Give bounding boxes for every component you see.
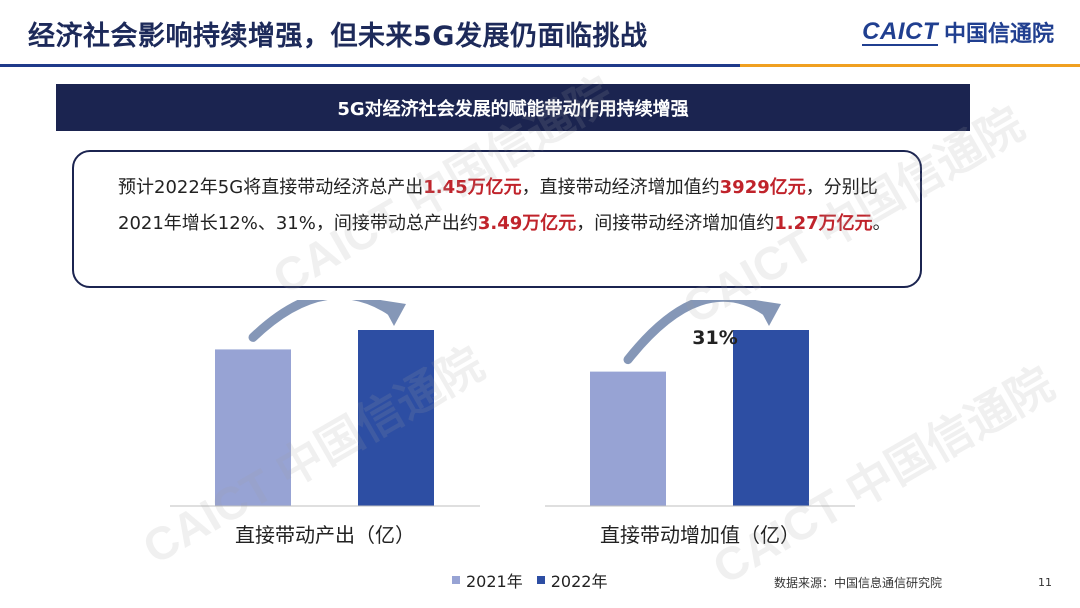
growth-arrow (248, 300, 397, 342)
logo-cn: 中国信通院 (943, 22, 1054, 47)
growth-arrow (623, 300, 772, 365)
growth-label: 31% (692, 327, 737, 349)
summary-value-2: 3929亿元 (719, 177, 806, 198)
bar-2021年 (590, 371, 666, 506)
x-axis-label: 直接带动增加值（亿） (600, 523, 800, 547)
page-title: 经济社会影响持续增强，但未来5G发展仍面临挑战 (28, 21, 648, 52)
growth-arrow-head (380, 300, 406, 326)
summary-box: 预计2022年5G将直接带动经济总产出1.45万亿元，直接带动经济增加值约392… (72, 150, 922, 288)
legend-item-2022: 2022年 (536, 568, 608, 592)
chart-direct-value-added: 31% 直接带动增加值（亿） (545, 300, 855, 562)
bar-2021年 (215, 349, 291, 506)
chart-legend: 2021年 2022年 (452, 568, 621, 592)
caict-logo: CAICT 中国信通院 (862, 16, 1054, 48)
summary-value-1: 1.45万亿元 (423, 177, 522, 198)
chart-direct-value-added-svg: 31% 直接带动增加值（亿） (545, 300, 855, 547)
summary-text-5: 。 (872, 213, 891, 234)
summary-text-2: ，直接带动经济增加值约 (521, 177, 720, 198)
section-banner: 5G对经济社会发展的赋能带动作用持续增强 (56, 84, 970, 131)
banner-text: 5G对经济社会发展的赋能带动作用持续增强 (337, 98, 689, 120)
header-rule (0, 64, 1080, 67)
chart-direct-output-svg: 12%直接带动产出（亿） (170, 300, 480, 547)
page-number: 11 (1038, 576, 1052, 589)
chart-direct-output: 12%直接带动产出（亿） (170, 300, 480, 562)
summary-text-4: ，间接带动经济增加值约 (576, 213, 775, 234)
summary-text-1: 预计2022年5G将直接带动经济总产出 (118, 177, 424, 198)
bar-2022年 (358, 330, 434, 506)
legend-label-2022: 2022年 (550, 572, 608, 591)
legend-label-2021: 2021年 (466, 572, 523, 591)
logo-en: CAICT (862, 18, 938, 46)
summary-value-3: 3.49万亿元 (477, 213, 577, 234)
legend-swatch-2022 (536, 576, 545, 584)
data-source: 数据来源：中国信息通信研究院 (774, 576, 943, 590)
summary-text-3: ，分别比2021年增长12%、31%，间接带动总产出约 (118, 177, 878, 234)
legend-item-2021: 2021年 (452, 568, 523, 592)
x-axis-label: 直接带动产出（亿） (235, 523, 415, 547)
header-rule-accent (740, 64, 1080, 67)
bar-2022年 (733, 330, 809, 506)
legend-swatch-2021 (452, 576, 460, 584)
summary-value-4: 1.27万亿元 (774, 213, 873, 234)
growth-arrow-head (755, 300, 781, 326)
